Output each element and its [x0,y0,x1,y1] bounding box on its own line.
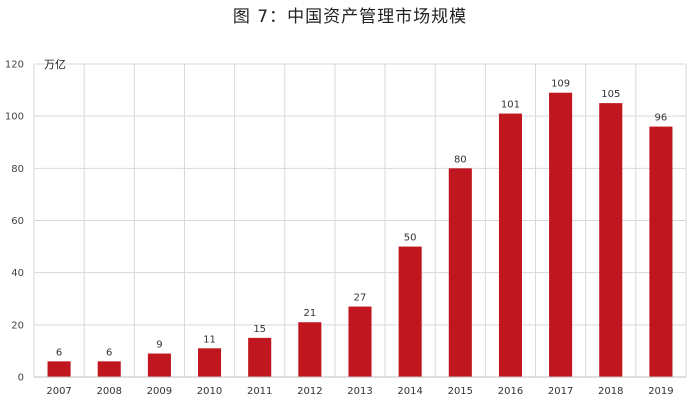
x-tick-label: 2008 [97,386,122,397]
y-tick-label: 100 [5,112,24,123]
bars [47,92,673,378]
bar [549,92,573,378]
data-label: 80 [454,154,467,165]
x-tick-label: 2016 [498,386,523,397]
x-tick-label: 2009 [147,386,172,397]
y-axis-unit-label: 万亿 [44,58,66,71]
data-label: 96 [655,113,668,124]
bar [248,337,272,377]
data-label: 6 [56,347,62,358]
y-tick-label: 60 [11,216,24,227]
chart-title: 图 7：中国资产管理市场规模 [232,7,468,27]
x-tick-label: 2014 [397,386,422,397]
data-label: 11 [203,334,216,345]
data-label: 9 [156,340,162,351]
bar [348,306,372,377]
x-tick-label: 2013 [347,386,372,397]
x-tick-label: 2018 [598,386,623,397]
x-tick-label: 2007 [46,386,71,397]
y-tick-label: 20 [11,320,24,331]
x-tick-label: 2019 [648,386,673,397]
x-axis-ticks: 2007 2008 2009 2010 2011 2012 2013 2014 2015 2016… [46,386,673,397]
data-label: 101 [501,100,520,111]
x-tick-label: 2015 [448,386,473,397]
data-label: 27 [354,293,367,304]
bar [198,348,222,377]
bar [47,361,71,377]
grid-lines [33,63,687,377]
bar [498,113,522,377]
x-tick-label: 2011 [247,386,272,397]
data-label: 21 [303,308,316,319]
data-labels: 6 6 9 11 15 21 27 50 80 101 109 105 96 [56,79,667,359]
bar [448,168,472,377]
data-label: 105 [601,89,620,100]
y-tick-label: 40 [11,268,24,279]
data-label: 50 [404,233,417,244]
y-axis-ticks: 0 20 40 60 80 100 120 [5,60,24,384]
bar [97,361,121,377]
data-label: 109 [551,79,570,90]
bar [599,103,623,377]
y-tick-label: 80 [11,164,24,175]
data-label: 6 [106,347,112,358]
y-tick-label: 120 [5,60,24,71]
bar [147,353,171,377]
bar [649,126,673,377]
data-label: 15 [253,324,266,335]
y-tick-label: 0 [18,373,24,384]
x-tick-label: 2017 [548,386,573,397]
bar [398,246,422,377]
x-tick-label: 2012 [297,386,322,397]
x-tick-label: 2010 [197,386,222,397]
bar [298,322,322,377]
